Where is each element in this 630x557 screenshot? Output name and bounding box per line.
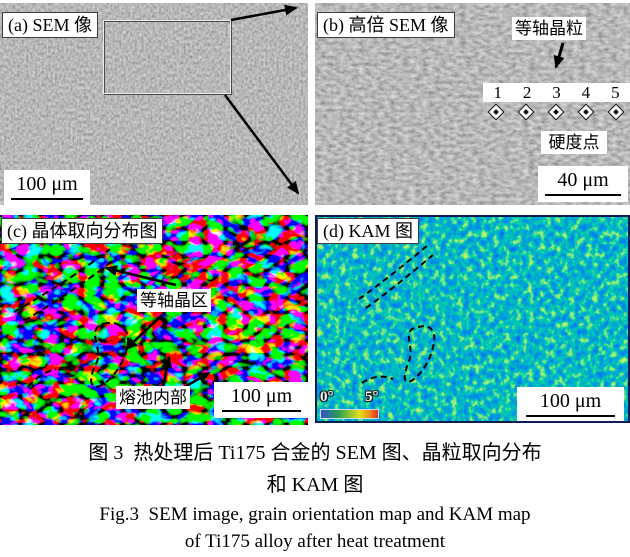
caption-en-line1: Fig.3 SEM image, grain orientation map a…: [99, 504, 531, 525]
panel-c-scalebar-text: 100 μm: [230, 385, 293, 407]
panel-d-label: (d) KAM 图: [317, 218, 419, 244]
equiaxed-grain-annotation: 等轴晶粒: [512, 17, 586, 40]
panel-c-scalebar-line: [221, 410, 302, 412]
panel-a-scalebar: 100 μm: [4, 170, 90, 205]
panel-d-kam-map: (d) KAM 图 0° 5° 100 μm: [315, 215, 630, 423]
panel-d-scalebar: 100 μm: [517, 387, 624, 421]
melt-pool-annotation: 熔池内部: [116, 386, 190, 409]
hardness-number-2: 2: [522, 83, 532, 102]
hardness-number-3: 3: [552, 83, 561, 102]
kam-colorbar-min-label: 0°: [320, 389, 334, 405]
figure-panels: (a) SEM 像 100 μm (b) 高倍 SEM 像 等轴晶粒 1 2 3…: [0, 3, 630, 425]
panel-b-scalebar-line: [545, 194, 621, 196]
panel-a-scalebar-line: [10, 198, 84, 200]
panel-a-scalebar-text: 100 μm: [16, 173, 78, 195]
panel-c-scalebar: 100 μm: [214, 382, 308, 418]
hardness-points-annotation: 硬度点: [541, 131, 607, 154]
hardness-point-numbers: 1 2 3 4 5: [483, 83, 630, 102]
panel-b-label: (b) 高倍 SEM 像: [317, 12, 455, 38]
panel-b-highmag-sem-image: (b) 高倍 SEM 像 等轴晶粒 1 2 3 4 5 硬度点 40 μm: [315, 3, 630, 205]
equiaxed-zone-annotation: 等轴晶区: [137, 289, 211, 312]
caption-zh-line1: 图 3 热处理后 Ti175 合金的 SEM 图、晶粒取向分布: [88, 442, 542, 464]
panel-a-sem-image: (a) SEM 像 100 μm: [0, 3, 308, 205]
panel-b-scalebar-text: 40 μm: [557, 169, 609, 191]
panel-b-scalebar: 40 μm: [538, 166, 628, 202]
panel-a-label: (a) SEM 像: [2, 12, 98, 38]
panel-d-scalebar-text: 100 μm: [539, 390, 602, 412]
hardness-number-4: 4: [581, 83, 591, 102]
hardness-number-5: 5: [611, 83, 620, 102]
panel-c-orientation-map: (c) 晶体取向分布图 等轴晶区 熔池内部 100 μm: [0, 215, 308, 425]
panel-c-label: (c) 晶体取向分布图: [1, 218, 164, 244]
kam-colorbar-gradient: [320, 409, 379, 419]
panel-d-scalebar-line: [525, 415, 616, 417]
kam-colorbar-max-label: 5°: [365, 389, 379, 405]
figure-caption: 图 3 热处理后 Ti175 合金的 SEM 图、晶粒取向分布 和 KAM 图 …: [0, 425, 630, 555]
hardness-number-1: 1: [493, 83, 502, 102]
caption-zh-line2: 和 KAM 图: [266, 474, 364, 496]
caption-en-line2: of Ti175 alloy after heat treatment: [184, 531, 446, 552]
